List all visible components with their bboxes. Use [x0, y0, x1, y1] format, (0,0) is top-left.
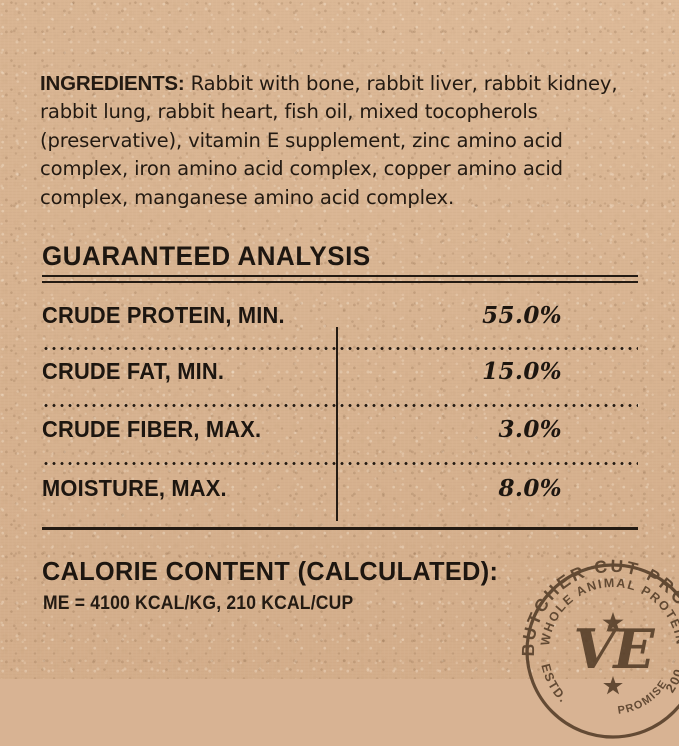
analysis-row-value: 55.0%: [482, 302, 562, 329]
analysis-row-value: 15.0%: [482, 358, 562, 385]
seal-star-icon: [602, 612, 624, 632]
analysis-row-label: CRUDE PROTEIN, MIN.: [42, 302, 285, 328]
table-top-rule-lower: [42, 281, 638, 283]
seal-bottom-arc-text: PROMISE: [617, 678, 670, 717]
ingredients-text: Rabbit with bone, rabbit liver, rabbit k…: [40, 71, 618, 209]
analysis-row-label: CRUDE FAT, MIN.: [42, 358, 225, 384]
table-top-rule-upper: [42, 275, 638, 277]
table-bottom-rule: [42, 527, 638, 530]
table-column-divider: [336, 327, 338, 521]
butcher-cut-protein-seal: BUTCHER CUT PROTEIN WHOLE ANIMAL PROTEIN…: [518, 556, 679, 746]
analysis-row-label: CRUDE FIBER, MAX.: [42, 416, 262, 442]
analysis-row: CRUDE PROTEIN, MIN. 55.0%: [0, 302, 679, 342]
analysis-row: CRUDE FAT, MIN. 15.0%: [0, 358, 679, 398]
analysis-row-separator: [42, 347, 638, 350]
analysis-row: CRUDE FIBER, MAX. 3.0%: [0, 416, 679, 456]
ingredients-paragraph: INGREDIENTS: Rabbit with bone, rabbit li…: [40, 70, 618, 213]
seal-monogram: VE: [573, 617, 655, 681]
calorie-content-value: ME = 4100 KCAL/KG, 210 KCAL/CUP: [43, 592, 354, 614]
guaranteed-analysis-heading: GUARANTEED ANALYSIS: [42, 241, 371, 271]
analysis-row-value: 3.0%: [498, 416, 562, 443]
calorie-content-heading: CALORIE CONTENT (CALCULATED):: [42, 556, 499, 586]
analysis-row-separator: [42, 462, 638, 465]
analysis-row-value: 8.0%: [498, 475, 562, 502]
ingredients-heading: INGREDIENTS:: [40, 71, 185, 95]
analysis-row-label: MOISTURE, MAX.: [42, 475, 227, 501]
analysis-row: MOISTURE, MAX. 8.0%: [0, 475, 679, 515]
analysis-row-separator: [42, 404, 638, 407]
